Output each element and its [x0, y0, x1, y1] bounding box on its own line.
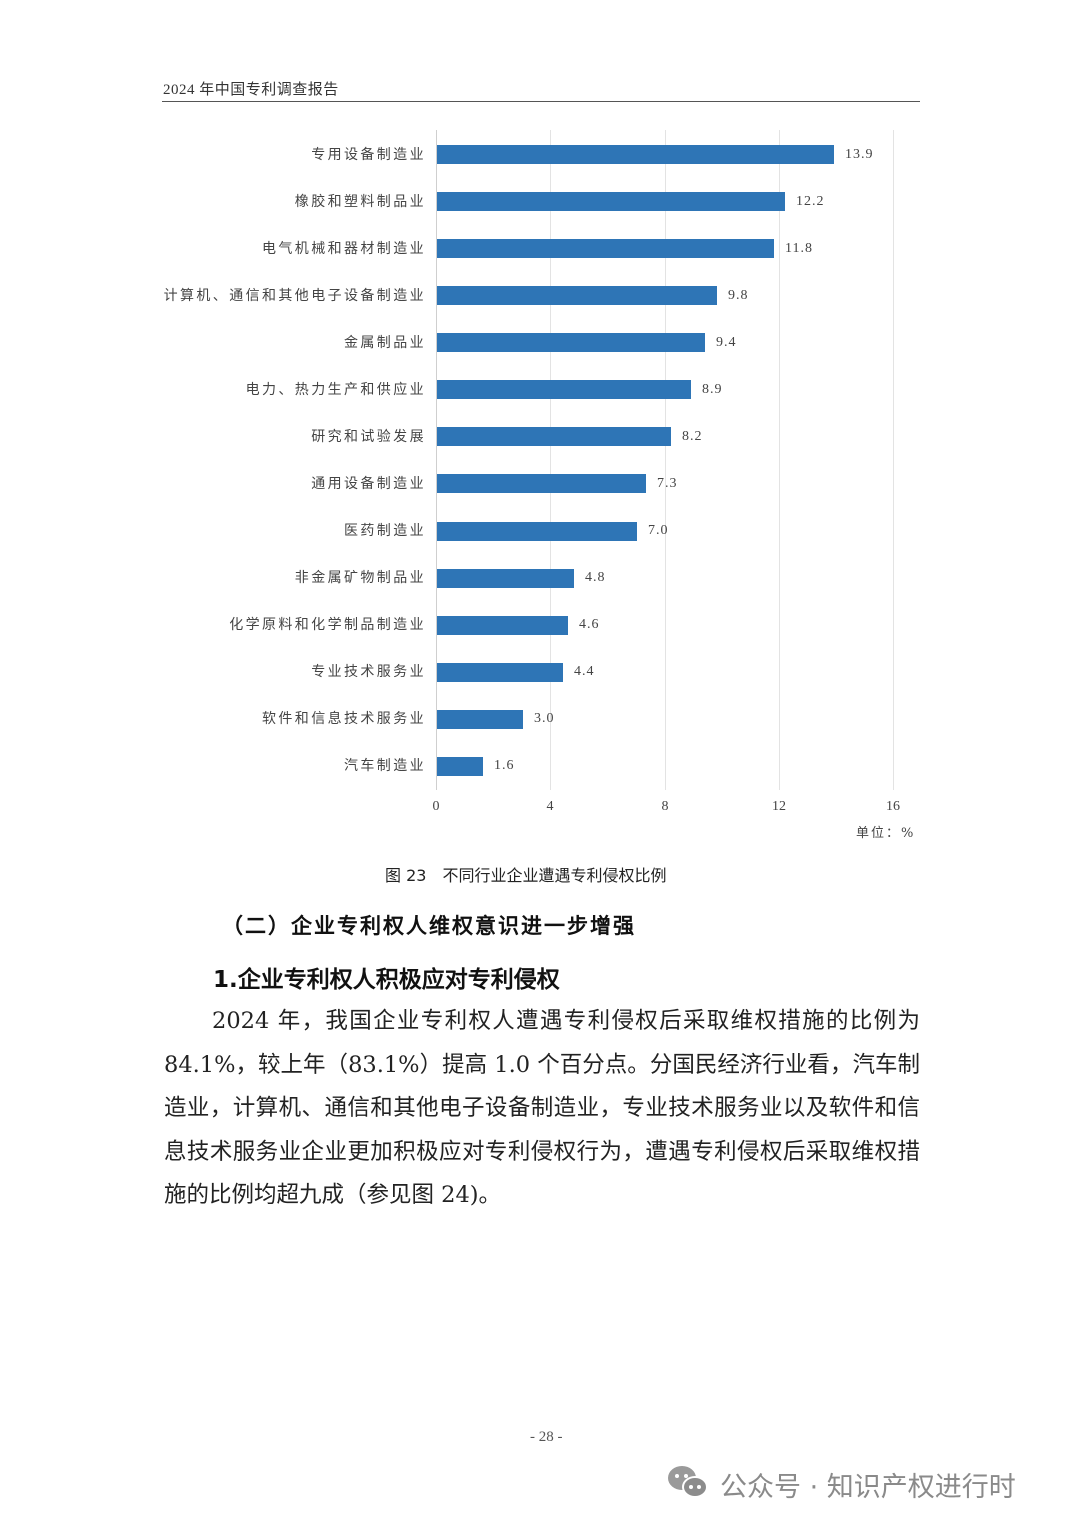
figure-caption: 图 23 不同行业企业遭遇专利侵权比例 — [385, 862, 666, 886]
bar — [437, 709, 523, 729]
category-label: 电气机械和器材制造业 — [262, 240, 426, 257]
category-label: 研究和试验发展 — [311, 428, 426, 445]
value-label: 7.3 — [657, 475, 678, 491]
category-label: 非金属矿物制品业 — [294, 570, 426, 587]
x-tick-label: 16 — [886, 799, 900, 814]
y-axis-line — [436, 130, 437, 790]
gridline — [893, 130, 894, 790]
category-label: 通用设备制造业 — [311, 475, 426, 492]
bar — [437, 192, 785, 212]
section-heading: （二）企业专利权人维权意识进一步增强 — [222, 913, 636, 938]
gridline — [550, 130, 551, 790]
category-label: 金属制品业 — [344, 334, 426, 351]
value-label: 8.9 — [702, 381, 723, 397]
gridline — [779, 130, 780, 790]
value-label: 11.8 — [785, 240, 813, 256]
category-label: 橡胶和塑料制品业 — [294, 193, 426, 210]
category-label: 化学原料和化学制品制造业 — [229, 617, 426, 634]
category-label: 医药制造业 — [344, 523, 426, 540]
category-label: 软件和信息技术服务业 — [262, 711, 426, 728]
page-header: 2024 年中国专利调查报告 — [162, 76, 920, 102]
value-label: 4.8 — [585, 570, 606, 586]
bar — [437, 615, 568, 635]
bar — [437, 427, 671, 447]
value-label: 7.0 — [648, 523, 669, 539]
bar — [437, 145, 834, 164]
watermark-text: 公众号 · 知识产权进行时 — [720, 1471, 1016, 1503]
unit-label: 单位：% — [856, 826, 916, 841]
category-label: 电力、热力生产和供应业 — [245, 381, 426, 398]
bar — [437, 380, 691, 400]
gridline — [665, 130, 666, 790]
page-number: - 28 - — [530, 1429, 563, 1445]
x-tick-label: 12 — [772, 799, 786, 814]
wechat-icon — [668, 1464, 712, 1504]
watermark: 公众号 · 知识产权进行时 — [668, 1462, 1016, 1506]
bar — [437, 286, 717, 306]
value-label: 13.9 — [845, 146, 874, 162]
body-paragraph: 2024 年，我国企业专利权人遭遇专利侵权后采取维权措施的比例为 84.1%，较… — [164, 1008, 920, 1208]
category-label: 专用设备制造业 — [311, 146, 426, 163]
sub-heading: 1.企业专利权人积极应对专利侵权 — [213, 967, 560, 993]
value-label: 9.4 — [716, 334, 737, 350]
bar-chart: 专用设备制造业 13.9 橡胶和塑料制品业 12.2 电气机械和器材制造业 11.8 计算机… — [163, 130, 916, 841]
bar — [437, 756, 483, 776]
category-label: 汽车制造业 — [344, 758, 426, 775]
value-label: 3.0 — [534, 711, 555, 727]
figure-title: 不同行业企业遭遇专利侵权比例 — [442, 866, 667, 885]
bar — [437, 662, 563, 682]
x-tick-label: 8 — [661, 799, 669, 814]
value-label: 12.2 — [796, 193, 825, 209]
figure-number: 图 23 — [385, 866, 427, 885]
category-label: 计算机、通信和其他电子设备制造业 — [163, 287, 426, 304]
value-label: 1.6 — [494, 758, 515, 774]
bar — [437, 239, 774, 259]
bar — [437, 333, 705, 353]
x-tick-label: 0 — [432, 799, 440, 814]
value-label: 4.6 — [579, 617, 600, 633]
value-label: 9.8 — [728, 287, 749, 303]
bar — [437, 521, 637, 541]
category-label: 专业技术服务业 — [311, 664, 426, 681]
value-label: 4.4 — [574, 664, 595, 680]
report-title: 2024 年中国专利调查报告 — [163, 82, 339, 98]
value-label: 8.2 — [682, 428, 703, 444]
bar — [437, 474, 646, 494]
x-tick-label: 4 — [546, 799, 554, 814]
bar — [437, 568, 574, 588]
